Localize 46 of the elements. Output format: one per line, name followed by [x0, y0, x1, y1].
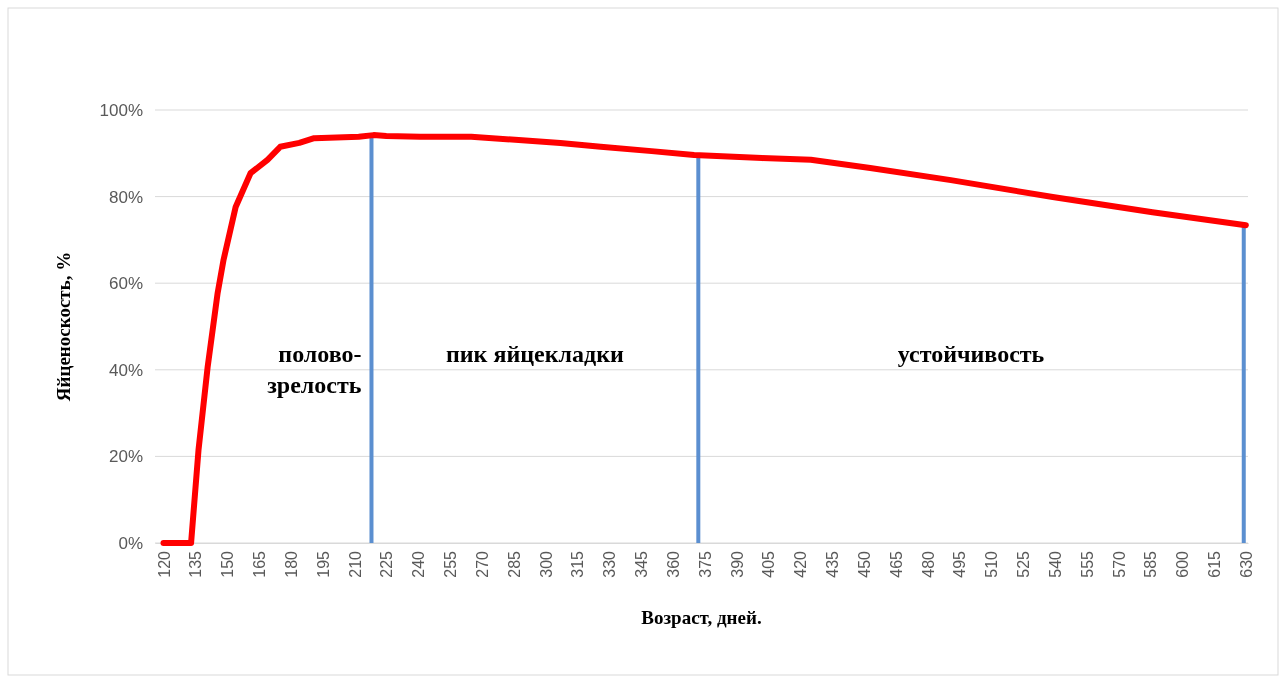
- annotation: устойчивость: [897, 341, 1045, 367]
- x-tick-label: 225: [378, 550, 396, 578]
- x-tick-label: 405: [760, 550, 778, 578]
- y-tick-label: 80%: [108, 187, 143, 207]
- annotation: полово- зрелость: [267, 341, 362, 399]
- x-tick-label: 615: [1206, 550, 1224, 578]
- x-tick-label: 480: [919, 550, 937, 578]
- x-axis-title: Возраст, дней.: [641, 607, 762, 628]
- x-tick-label: 525: [1015, 550, 1033, 578]
- x-tick-label: 495: [951, 550, 969, 578]
- x-tick-label: 555: [1078, 550, 1096, 578]
- x-tick-label: 465: [887, 550, 905, 578]
- x-tick-label: 135: [187, 550, 205, 578]
- x-tick-label: 165: [251, 550, 269, 578]
- x-tick-label: 375: [696, 550, 714, 578]
- x-tick-label: 195: [314, 550, 332, 578]
- x-tick-label: 600: [1174, 550, 1192, 578]
- x-tick-label: 240: [410, 550, 428, 578]
- x-tick-label: 360: [664, 550, 682, 578]
- y-tick-label: 40%: [108, 360, 143, 380]
- y-tick-label: 60%: [108, 274, 143, 294]
- x-tick-label: 345: [633, 550, 651, 578]
- x-tick-label: 300: [537, 550, 555, 578]
- x-tick-label: 510: [983, 550, 1001, 578]
- x-tick-label: 540: [1046, 550, 1064, 578]
- x-tick-label: 120: [155, 550, 173, 578]
- x-tick-label: 585: [1142, 550, 1160, 578]
- x-tick-label: 255: [442, 550, 460, 578]
- y-tick-label: 100%: [99, 100, 143, 120]
- x-tick-label: 570: [1110, 550, 1128, 578]
- y-axis-title: Яйценоскость, %: [53, 251, 74, 402]
- x-tick-label: 315: [569, 550, 587, 578]
- x-tick-label: 390: [728, 550, 746, 578]
- x-tick-label: 270: [473, 550, 491, 578]
- x-tick-label: 330: [601, 550, 619, 578]
- y-tick-label: 20%: [108, 447, 143, 467]
- annotation: пик яйцекладки: [445, 341, 624, 367]
- x-tick-label: 450: [855, 550, 873, 578]
- x-tick-label: 285: [505, 550, 523, 578]
- x-tick-label: 210: [346, 550, 364, 578]
- x-tick-label: 420: [792, 550, 810, 578]
- x-tick-label: 150: [219, 550, 237, 578]
- x-tick-label: 630: [1237, 550, 1255, 578]
- x-tick-label: 435: [824, 550, 842, 578]
- y-tick-label: 0%: [118, 533, 143, 553]
- x-tick-label: 180: [282, 550, 300, 578]
